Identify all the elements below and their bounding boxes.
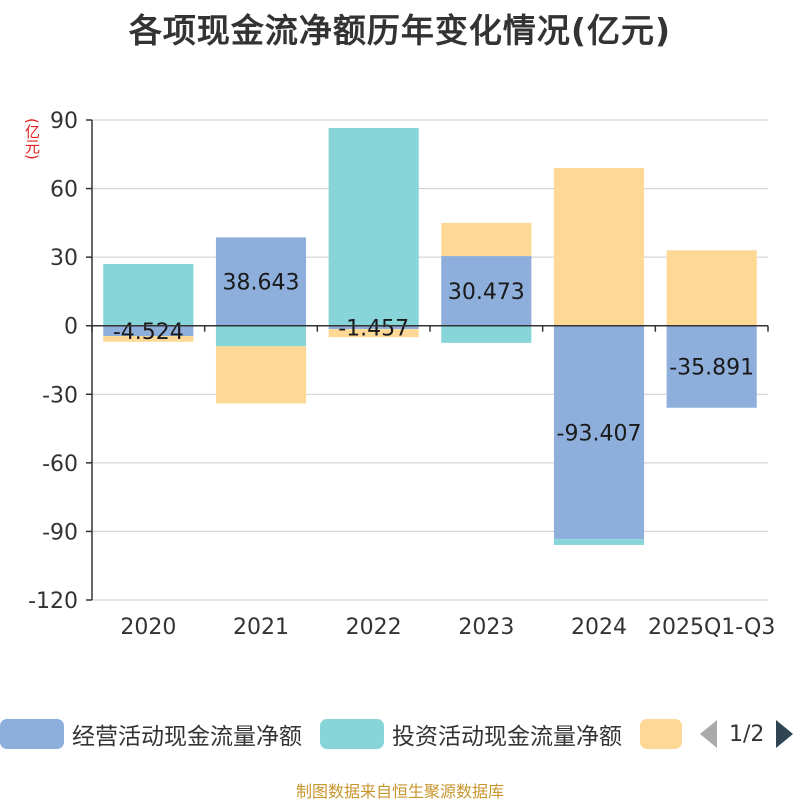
y-tick-label: -120	[28, 589, 78, 614]
y-tick-label: -90	[42, 520, 78, 545]
data-label: -35.891	[669, 356, 754, 381]
legend-item-investing[interactable]: 投资活动现金流量净额	[320, 714, 622, 754]
legend-next-page-icon[interactable]	[776, 720, 794, 748]
y-tick-label: 30	[50, 246, 78, 271]
legend-swatch-financing	[640, 719, 682, 749]
bar-financing	[666, 250, 757, 326]
legend-item-operating[interactable]: 经营活动现金流量净额	[0, 714, 302, 754]
bar-financing	[553, 168, 645, 326]
bar-financing	[103, 336, 194, 342]
x-tick-label: 2023	[458, 615, 514, 640]
data-label: -1.457	[338, 316, 409, 341]
legend-swatch-operating	[0, 719, 64, 749]
x-tick-label: 2024	[571, 615, 627, 640]
y-tick-label: 60	[50, 178, 78, 203]
x-tick-label: 2025Q1-Q3	[648, 615, 775, 640]
bar-investing	[328, 128, 419, 326]
x-tick-label: 2022	[346, 615, 402, 640]
data-label: 30.473	[448, 280, 525, 305]
y-axis-unit: (亿元)	[23, 118, 41, 160]
bar-operating	[666, 325, 757, 408]
chart-title: 各项现金流净额历年变化情况(亿元)	[128, 11, 672, 50]
bar-operating	[441, 256, 532, 326]
legend-pager: 1/2	[700, 714, 794, 754]
bar-operating	[553, 325, 645, 540]
legend-prev-page-icon[interactable]	[700, 720, 717, 748]
legend-label-operating: 经营活动现金流量净额	[72, 724, 302, 750]
bar-investing	[103, 264, 194, 326]
bar-investing	[553, 539, 645, 545]
y-tick-label: 0	[64, 315, 78, 340]
bar-operating	[103, 325, 194, 337]
bar-financing	[215, 346, 307, 404]
data-label: -4.524	[113, 320, 184, 345]
bar-financing	[328, 329, 419, 338]
bar-operating	[328, 325, 419, 330]
y-tick-label: -60	[42, 452, 78, 477]
data-label: 38.643	[223, 271, 300, 296]
bar-operating	[215, 237, 307, 326]
legend-label-investing: 投资活动现金流量净额	[392, 724, 622, 750]
data-source-note: 制图数据来自恒生聚源数据库	[295, 782, 504, 801]
x-tick-label: 2020	[120, 615, 176, 640]
legend-page-indicator: 1/2	[729, 721, 765, 747]
legend: 经营活动现金流量净额 投资活动现金流量净额 1/2	[0, 714, 800, 754]
x-tick-label: 2021	[233, 615, 289, 640]
bar-investing	[441, 325, 532, 343]
bar-financing	[441, 222, 532, 257]
bar-chart: 90 60 30 0 -30 -60 -90 -120 -4.524 38.643 -1.457 30…	[28, 109, 775, 640]
bar-investing	[215, 325, 307, 347]
legend-item-financing[interactable]	[640, 714, 682, 754]
data-label: -93.407	[557, 421, 642, 446]
y-tick-label: 90	[50, 109, 78, 134]
y-tick-label: -30	[42, 383, 78, 408]
legend-swatch-investing	[320, 719, 384, 749]
